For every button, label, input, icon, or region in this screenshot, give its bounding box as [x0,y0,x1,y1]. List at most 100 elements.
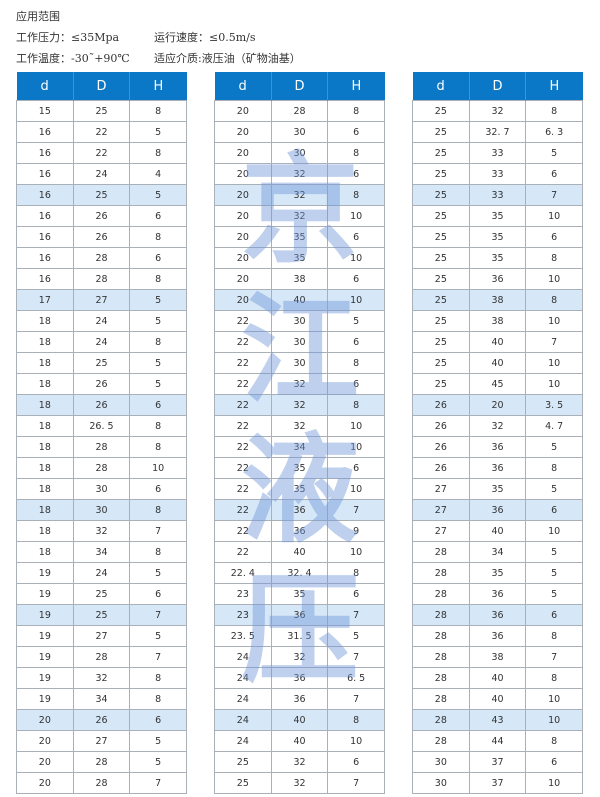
column-header-d: d [16,72,74,101]
table-cell: 19 [16,625,74,647]
table-cell: 7 [327,688,385,710]
table-cell: 30 [270,121,329,143]
table-cell: 37 [468,751,527,773]
table-cell: 7 [129,604,187,626]
table-cell: 7 [327,499,385,521]
table-cell: 16 [16,142,74,164]
table-row: 19 34 8 [16,688,187,710]
table-cell: 36 [468,268,527,290]
table-row: 20 32 8 [214,184,385,206]
table-cell: 36 [270,604,329,626]
table-cell: 32 [270,373,329,395]
table-cell: 6 [327,751,385,773]
table-row: 28 44 8 [412,730,583,752]
table-row: 26 36 8 [412,457,583,479]
table-cell: 8 [327,100,385,122]
table-cell: 6 [327,121,385,143]
table-cell: 40 [468,331,527,353]
table-row: 16 22 8 [16,142,187,164]
table-row: 18 30 6 [16,478,187,500]
table-row: 26 36 5 [412,436,583,458]
table-cell: 45 [468,373,527,395]
table-row: 24 40 10 [214,730,385,752]
table-cell: 8 [129,688,187,710]
table-cell: 8 [327,394,385,416]
table-cell: 16 [16,205,74,227]
table-cell: 22 [214,478,272,500]
table-cell: 5 [129,352,187,374]
table-cell: 10 [327,730,385,752]
table-row: 18 32 7 [16,520,187,542]
table-row: 19 25 6 [16,583,187,605]
table-cell: 8 [129,667,187,689]
table-row: 28 40 10 [412,688,583,710]
table-cell: 25 [72,184,131,206]
table-cell: 22 [214,373,272,395]
table-cell: 27 [72,625,131,647]
table-cell: 18 [16,415,74,437]
table-cell: 28 [72,436,131,458]
table-cell: 22 [214,520,272,542]
table-cell: 18 [16,541,74,563]
working-pressure: 工作压力：≤35Mpa [16,31,120,44]
table-cell: 5 [525,583,583,605]
table-row: 20 30 6 [214,121,385,143]
table-row: 16 26 6 [16,205,187,227]
table-cell: 19 [16,604,74,626]
table-row: 25 36 10 [412,268,583,290]
table-cell: 36 [468,583,527,605]
table-cell: 20 [214,226,272,248]
table-cell: 15 [16,100,74,122]
table-cell: 9 [327,520,385,542]
table-cell: 5 [129,310,187,332]
table-cell: 32 [270,205,329,227]
table-cell: 35 [270,457,329,479]
table-row: 26 32 4. 7 [412,415,583,437]
table-cell: 5 [327,625,385,647]
table-cell: 4 [129,163,187,185]
table-cell: 32 [270,772,329,794]
table-row: 22 32 6 [214,373,385,395]
table-row: 25 35 10 [412,205,583,227]
size-table-3: d D H 25 32 8 25 32. 7 6. 3 25 33 5 25 33 6 25 33 7 25 35 10… [412,72,583,794]
table-cell: 10 [327,205,385,227]
table-cell: 6 [525,163,583,185]
table-row: 28 43 10 [412,709,583,731]
table-cell: 27 [72,289,131,311]
table-cell: 17 [16,289,74,311]
table-cell: 24 [214,646,272,668]
table-cell: 10 [129,457,187,479]
table-cell: 20 [214,289,272,311]
table-cell: 32 [72,667,131,689]
table-row: 27 36 6 [412,499,583,521]
table-cell: 22 [214,352,272,374]
table-row: 22 30 5 [214,310,385,332]
table-cell: 22 [214,436,272,458]
table-cell: 6 [327,583,385,605]
table-cell: 5 [525,478,583,500]
table-cell: 32 [72,520,131,542]
table-cell: 20 [214,121,272,143]
table-cell: 10 [327,436,385,458]
table-row: 28 36 5 [412,583,583,605]
table-cell: 24 [72,163,131,185]
table-cell: 35 [468,247,527,269]
table-cell: 8 [327,184,385,206]
table-cell: 36 [270,667,329,689]
table-cell: 20 [16,772,74,794]
table-cell: 26 [412,394,470,416]
table-cell: 10 [525,310,583,332]
table-cell: 7 [129,646,187,668]
table-row: 23 35 6 [214,583,385,605]
medium: 适应介质:液压油（矿物油基） [154,52,301,65]
table-cell: 25 [72,352,131,374]
table-cell: 18 [16,499,74,521]
table-cell: 5 [525,541,583,563]
table-cell: 28 [72,646,131,668]
table-row: 25 35 8 [412,247,583,269]
table-cell: 26 [72,709,131,731]
table-cell: 28 [72,247,131,269]
table-row: 20 35 10 [214,247,385,269]
table-cell: 20 [214,100,272,122]
table-cell: 32 [270,751,329,773]
